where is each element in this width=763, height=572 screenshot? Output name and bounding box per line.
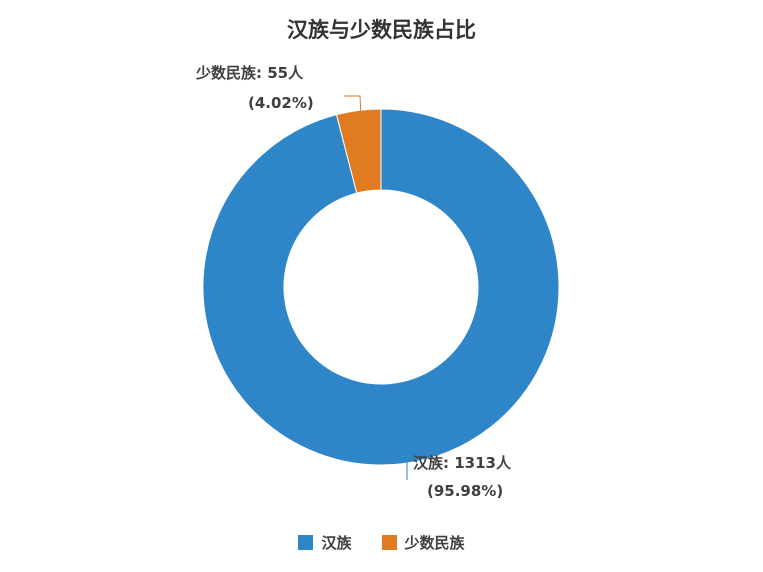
- legend-swatch-han: [298, 535, 314, 550]
- legend-item-minority[interactable]: 少数民族: [381, 532, 465, 553]
- slice-minority[interactable]: [335, 108, 382, 194]
- callouts: 汉族: 1313人 (95.98%) 少数民族: 55人 (4.02%): [195, 64, 512, 500]
- legend-item-han[interactable]: 汉族: [298, 532, 352, 553]
- data-label-han-count: 汉族: 1313人: [413, 454, 512, 472]
- legend-swatch-minority: [381, 535, 397, 550]
- data-label-han-percent: (95.98%): [427, 482, 503, 500]
- slice-han[interactable]: [202, 108, 560, 466]
- chart-title: 汉族与少数民族占比: [287, 18, 476, 42]
- leader-line-minority: [344, 95, 362, 117]
- slices: [202, 108, 560, 466]
- legend-label-han: 汉族: [321, 534, 352, 552]
- legend: 汉族 少数民族: [0, 532, 763, 553]
- data-label-minority-count: 少数民族: 55人: [195, 64, 304, 82]
- data-label-minority-percent: (4.02%): [248, 94, 314, 112]
- leader-line-han: [402, 461, 408, 480]
- legend-label-minority: 少数民族: [404, 534, 465, 552]
